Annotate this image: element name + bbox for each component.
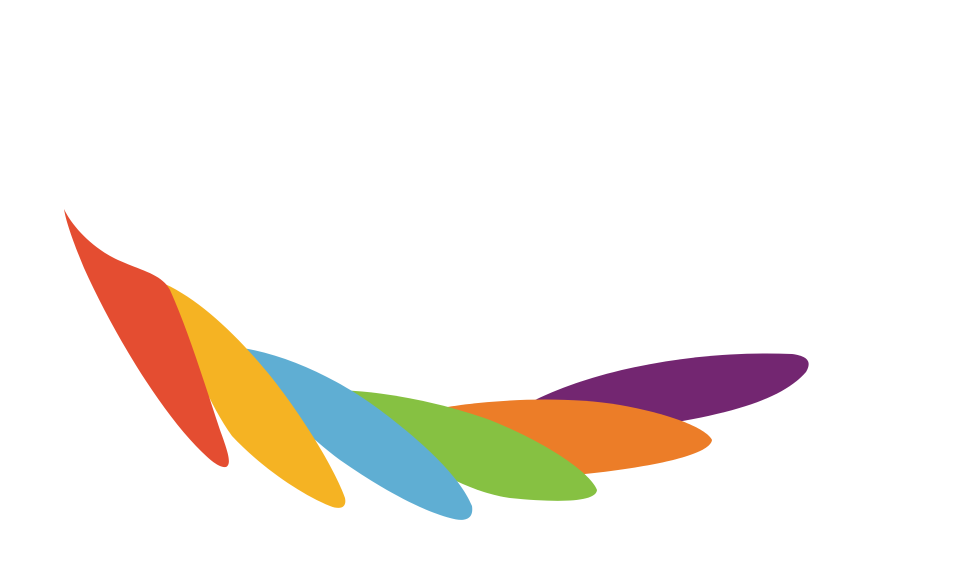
blue-feather: [243, 348, 473, 520]
yellow-feather: [165, 284, 346, 508]
green-feather: [330, 390, 597, 501]
red-feather: [64, 209, 229, 468]
